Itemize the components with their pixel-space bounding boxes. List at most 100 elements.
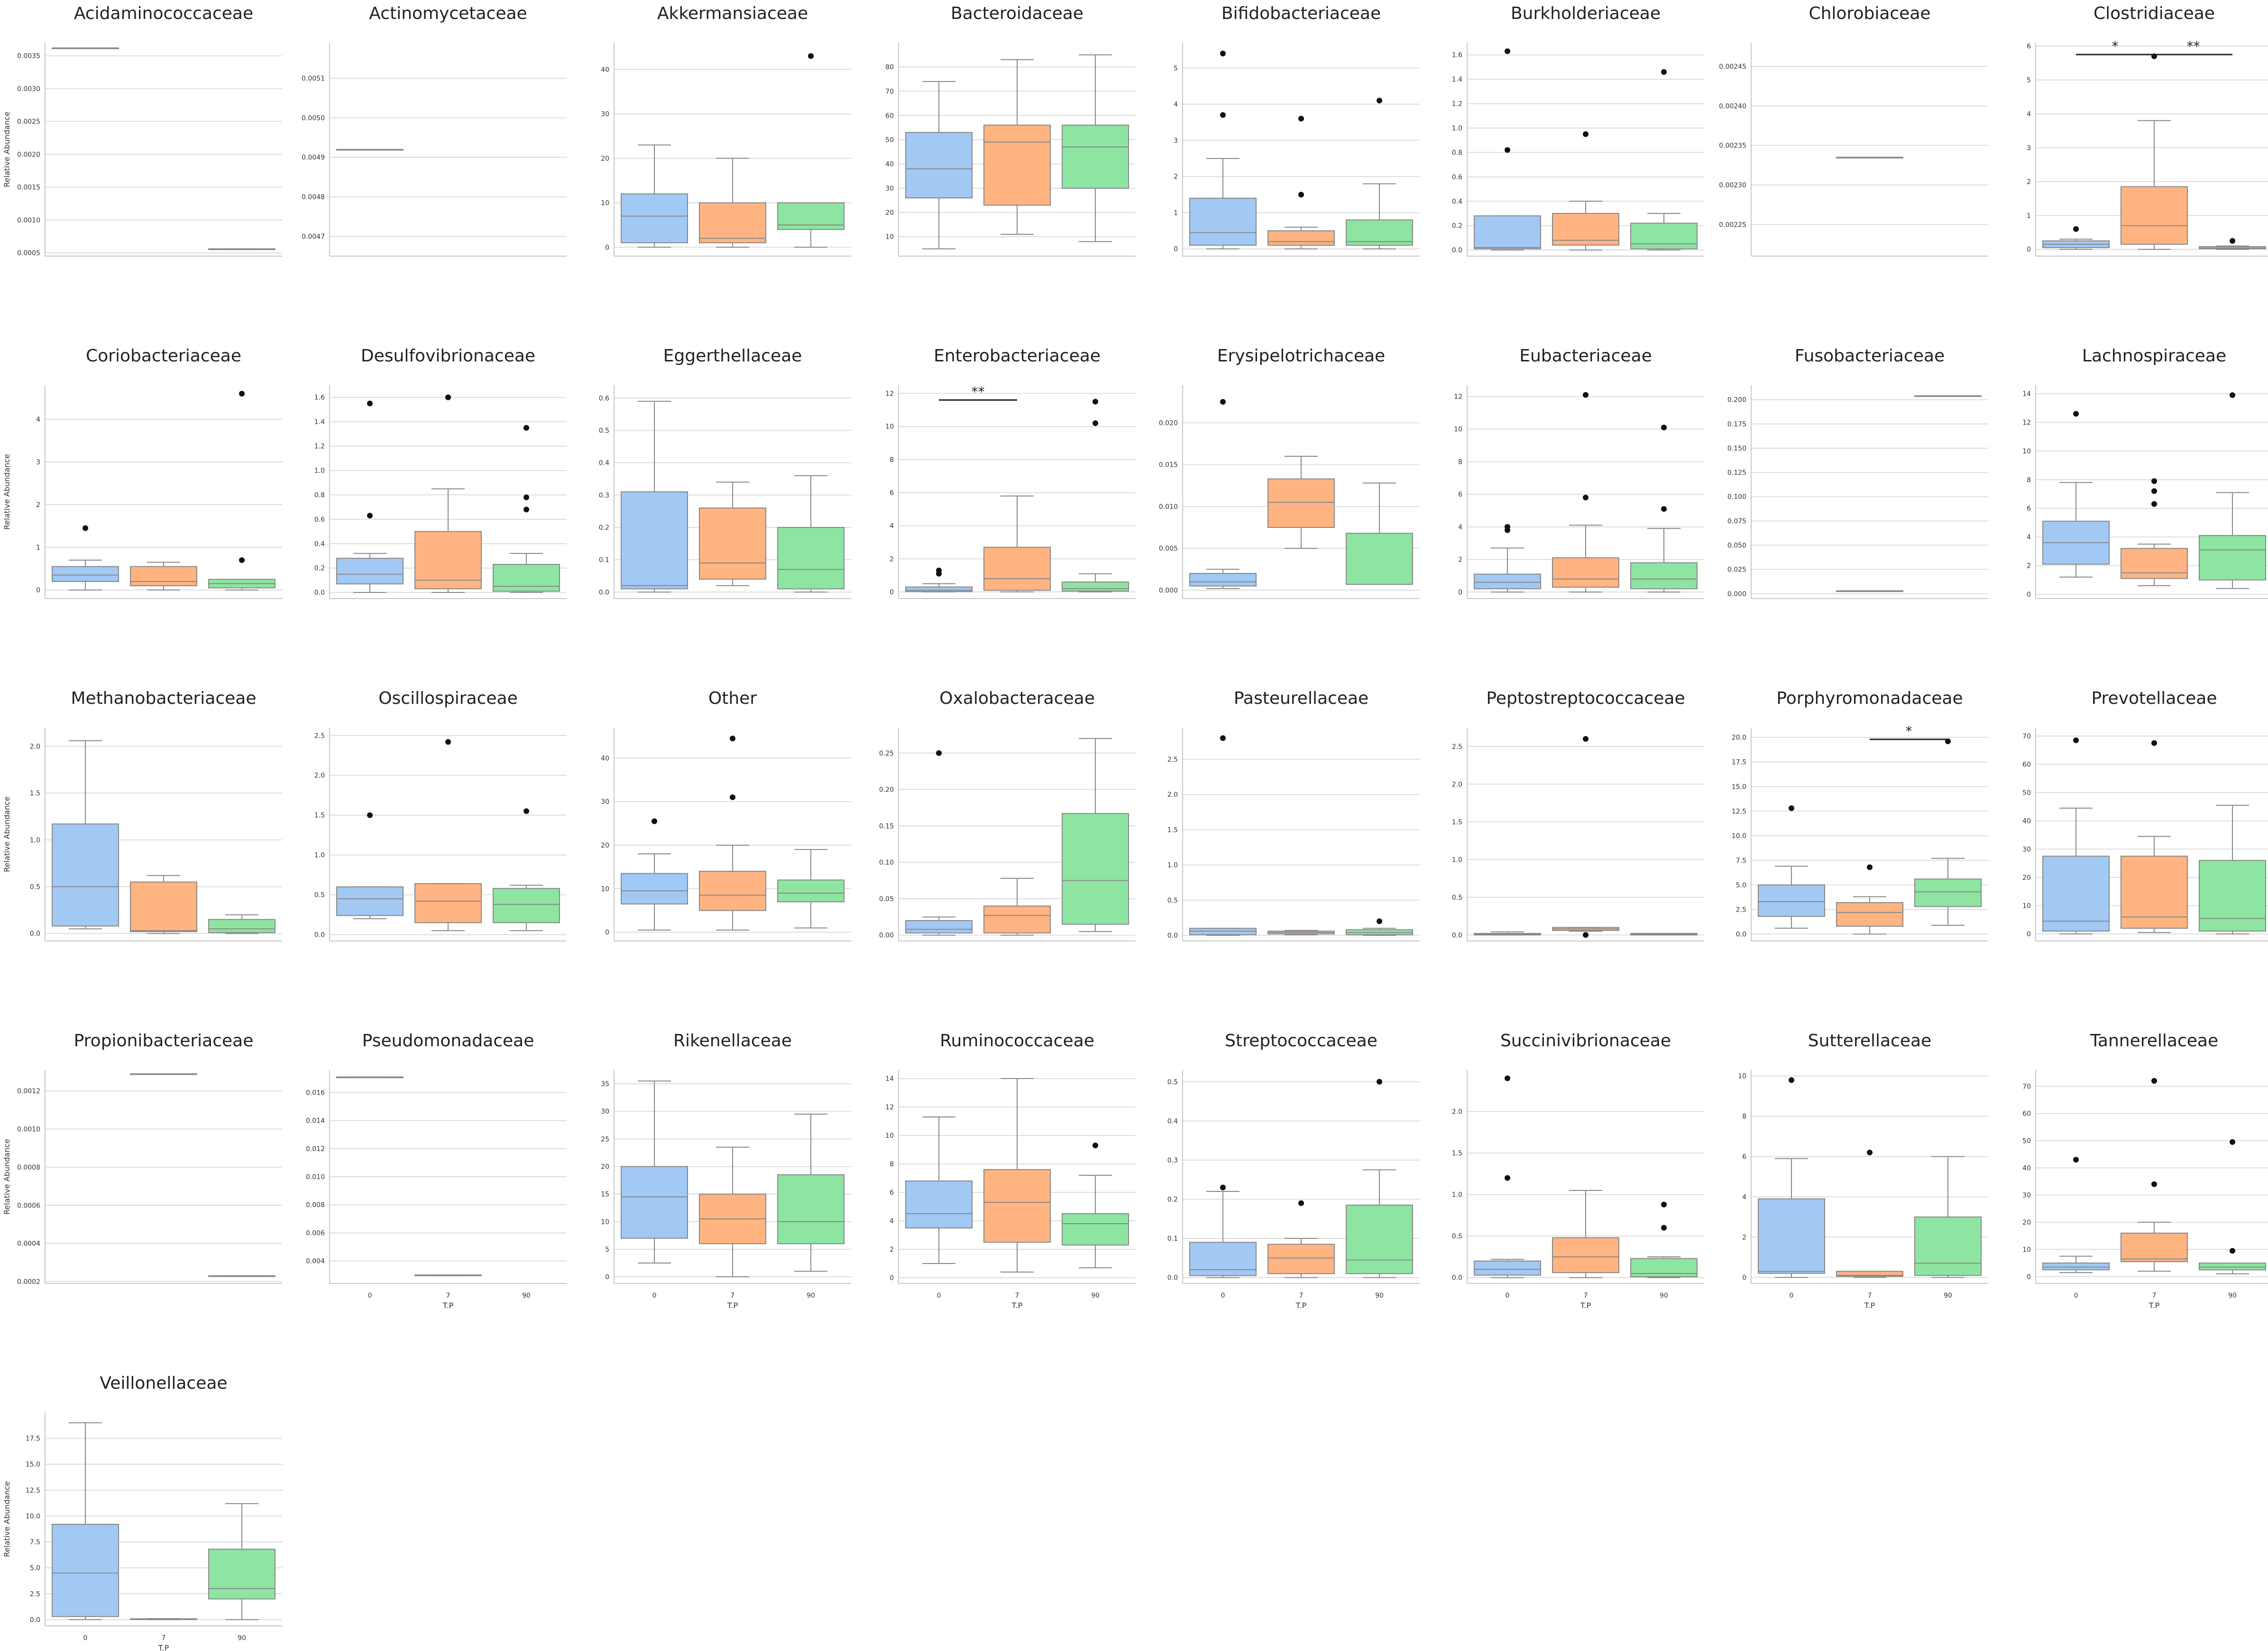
box-group-7 <box>699 481 766 586</box>
panel-coriobacteriaceae: Coriobacteriaceae 0 1 2 3 4 Relative Abundance <box>2 346 282 599</box>
y-tick-label: 2 <box>890 1246 894 1254</box>
y-tick-label: 60 <box>885 112 894 120</box>
box <box>336 886 404 916</box>
y-tick-label: 0.0008 <box>17 1164 40 1171</box>
y-tick-label: 2.0 <box>1167 791 1178 799</box>
y-tick-label: 4 <box>1458 524 1462 531</box>
box-group-90 <box>1914 738 1982 926</box>
box <box>621 1166 688 1239</box>
y-tick-label: 30 <box>2022 846 2031 853</box>
x-tick-label: 90 <box>522 1292 531 1300</box>
y-tick-label: 70 <box>885 88 894 95</box>
box-group-0 <box>52 525 119 590</box>
panel-title: Akkermansiaceae <box>657 4 808 23</box>
outlier-point <box>1505 147 1510 153</box>
y-tick-label: 1.5 <box>1452 819 1462 826</box>
y-tick-label: 0.0 <box>30 930 40 938</box>
box-group-0 <box>1474 48 1541 251</box>
y-tick-label: 0.4 <box>1167 1117 1178 1125</box>
y-tick-label: 2.0 <box>1452 1108 1462 1116</box>
y-tick-label: 40 <box>885 161 894 168</box>
outlier-point <box>1505 1075 1510 1081</box>
outlier-point <box>730 735 735 741</box>
y-tick-label: 30 <box>601 111 609 118</box>
y-tick-label: 0.015 <box>1159 461 1178 469</box>
box <box>2121 186 2188 245</box>
y-tick-label: 0.000 <box>1727 590 1746 598</box>
y-tick-label: 2.5 <box>314 732 325 740</box>
box-group-7 <box>983 495 1051 593</box>
box-group-7 <box>1267 930 1335 935</box>
y-tick-label: 0.010 <box>1159 503 1178 511</box>
panel-title: Pseudomonadaceae <box>362 1031 534 1051</box>
outlier-point <box>1661 69 1667 75</box>
y-tick-label: 0.0 <box>30 1616 40 1624</box>
y-tick-label: 0 <box>2027 1273 2031 1281</box>
x-tick-label: 0 <box>652 1292 657 1300</box>
x-tick-label: 7 <box>162 1634 166 1642</box>
y-tick-label: 1.5 <box>30 790 40 797</box>
y-tick-label: 2 <box>1458 556 1462 564</box>
y-tick-label: 0.025 <box>1727 566 1746 574</box>
y-tick-label: 0 <box>605 1273 609 1281</box>
box-group-90 <box>2199 238 2266 250</box>
y-tick-label: 0.5 <box>30 884 40 891</box>
y-tick-label: 5 <box>1174 65 1178 72</box>
y-tick-label: 2.5 <box>1736 906 1746 914</box>
box-group-90 <box>208 391 275 590</box>
y-tick-label: 2.5 <box>1167 756 1178 764</box>
panel-title: Eggerthellaceae <box>663 346 802 366</box>
box <box>983 546 1051 591</box>
box-group-90 <box>208 1275 275 1277</box>
y-tick-label: 6 <box>2027 505 2031 513</box>
y-tick-label: 0.6 <box>599 395 609 402</box>
panel-chlorobiaceae: Chlorobiaceae 0.00225 0.00230 0.00235 0.0024… <box>1719 4 1988 257</box>
y-tick-label: 5.0 <box>30 1565 40 1572</box>
box <box>1552 1237 1619 1273</box>
outlier-point <box>2073 1157 2079 1163</box>
panel-title: Other <box>708 689 757 708</box>
box-group-7 <box>699 735 766 931</box>
y-tick-label: 1.2 <box>314 443 325 451</box>
x-tick-label: 7 <box>1299 1292 1304 1300</box>
box-group-7 <box>130 562 197 590</box>
box-group-7 <box>699 1146 766 1278</box>
outlier-point <box>936 750 942 756</box>
outlier-point <box>1220 1184 1226 1190</box>
y-tick-label: 0.2 <box>314 565 325 572</box>
box-group-0 <box>621 401 688 593</box>
box <box>905 1181 973 1228</box>
y-tick-label: 2.0 <box>314 772 325 780</box>
panel-rikenellaceae: Rikenellaceae 0 5 10 15 20 25 30 35 0 7 90 T.P <box>601 1031 851 1310</box>
box-group-7 <box>1836 157 1903 159</box>
y-tick-label: 10.0 <box>1732 832 1746 840</box>
box-group-0 <box>905 1116 973 1264</box>
box-group-7 <box>2121 740 2188 933</box>
outlier-point <box>1583 736 1589 742</box>
y-tick-label: 0.010 <box>306 1173 325 1181</box>
y-tick-label: 2 <box>1174 173 1178 181</box>
outlier-point <box>2073 737 2079 743</box>
outlier-point <box>1220 50 1226 56</box>
box-group-90 <box>208 1503 275 1620</box>
box <box>621 193 688 243</box>
box-group-0 <box>336 812 404 919</box>
panel-title: Pasteurellaceae <box>1234 689 1368 708</box>
outlier-point <box>1505 48 1510 54</box>
outlier-point <box>523 494 529 500</box>
y-tick-label: 4 <box>1742 1193 1746 1201</box>
box <box>2121 1232 2188 1263</box>
y-tick-label: 0 <box>890 589 894 596</box>
box-group-0 <box>52 47 119 49</box>
x-tick-label: 90 <box>1091 1292 1100 1300</box>
outlier-point <box>1583 131 1589 137</box>
x-tick-label: 7 <box>1015 1292 1019 1300</box>
y-tick-label: 0.00245 <box>1719 63 1746 71</box>
y-tick-label: 20 <box>601 155 609 163</box>
y-tick-label: 7.5 <box>30 1539 40 1546</box>
y-tick-label: 0.6 <box>1452 174 1462 181</box>
y-tick-label: 0.5 <box>1167 897 1178 904</box>
panel-title: Fusobacteriaceae <box>1795 346 1945 366</box>
outlier-point <box>239 391 245 397</box>
box-group-0 <box>1189 735 1257 936</box>
